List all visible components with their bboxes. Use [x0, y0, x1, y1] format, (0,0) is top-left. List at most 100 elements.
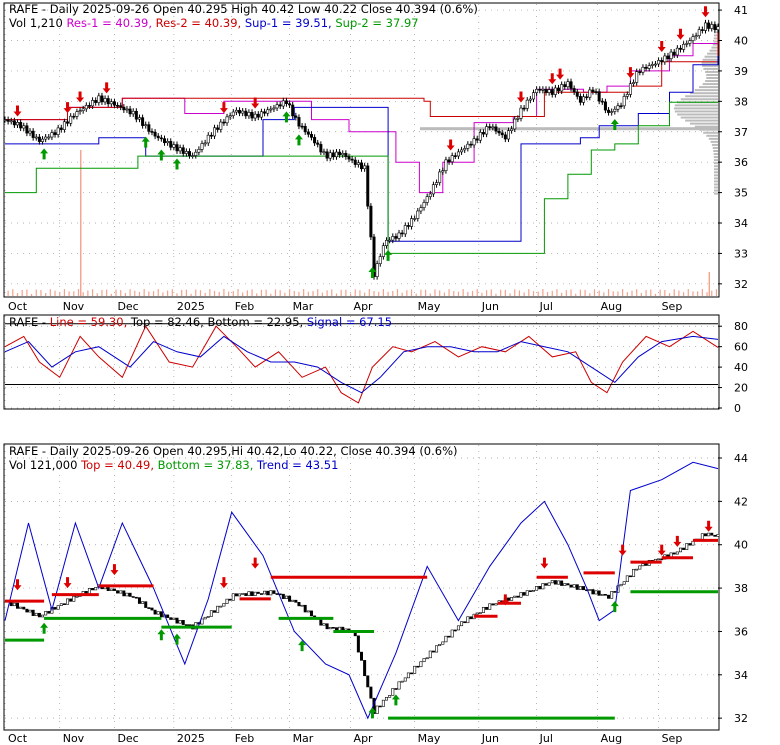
volume-bar — [598, 290, 600, 296]
volume-bar — [387, 291, 389, 296]
candle-body — [181, 620, 185, 625]
month-label: Jul — [539, 732, 553, 745]
candle-body — [678, 47, 682, 50]
candle-body — [675, 47, 679, 56]
profile-bar — [702, 83, 718, 86]
arrow-down-icon — [446, 139, 455, 151]
candle-body — [582, 96, 586, 103]
candle-body — [488, 603, 492, 610]
volume-bar — [523, 292, 525, 296]
candle-body — [363, 660, 367, 677]
candle-body — [647, 65, 651, 69]
volume-bar — [68, 291, 70, 296]
oscillator-axis-ticks: 80 60 40 20 0 — [718, 320, 748, 415]
candle-body — [707, 532, 711, 537]
volume-bar — [293, 290, 295, 296]
candle-body — [25, 608, 29, 613]
price-panel-frame — [3, 2, 720, 298]
candle-body — [22, 606, 26, 610]
price-panel-month-labels: Oct Nov Dec 2025 Feb Mar Apr May Jun Jul Aug Sep — [8, 300, 682, 313]
profile-bar — [702, 58, 718, 61]
volume-bar — [270, 293, 272, 296]
candle-body — [600, 100, 604, 103]
candle-body — [522, 592, 526, 596]
profile-bar — [713, 156, 718, 159]
candle-body — [644, 66, 648, 69]
tick-label: 40 — [734, 361, 748, 374]
candle-body — [44, 136, 48, 140]
volume-bar — [645, 290, 647, 296]
candle-body — [122, 590, 126, 597]
candle-body — [369, 686, 373, 699]
candle-body — [394, 688, 398, 690]
candle-body — [59, 127, 63, 130]
candle-body — [309, 610, 313, 617]
candle-body — [56, 605, 60, 610]
month-label: Apr — [354, 300, 374, 313]
candle-body — [231, 593, 235, 601]
candle-body — [353, 159, 357, 165]
profile-bar — [689, 92, 718, 95]
candle-body — [710, 532, 714, 536]
candle-body — [578, 586, 582, 590]
candle-body — [184, 624, 188, 626]
candle-body — [707, 22, 711, 29]
candle-body — [250, 591, 254, 596]
volume-bar — [82, 292, 84, 296]
volume-bar — [415, 293, 417, 296]
arrow-up-icon — [40, 148, 49, 160]
arrow-down-icon — [701, 6, 710, 18]
tick-label: 60 — [734, 341, 748, 354]
volume-bar — [190, 293, 192, 296]
candle-body — [366, 165, 370, 207]
arrow-up-icon — [157, 629, 166, 641]
candle-body — [319, 144, 323, 153]
candle-body — [228, 598, 232, 601]
volume-bar — [631, 290, 633, 296]
candle-body — [172, 144, 176, 148]
candle-body — [688, 543, 692, 546]
volume-bar — [256, 293, 258, 296]
candle-body — [150, 131, 154, 133]
volume-bar — [626, 292, 628, 296]
profile-bar — [713, 37, 718, 40]
volume-bar — [331, 289, 333, 296]
profile-bar — [699, 86, 718, 89]
month-label: Mar — [293, 732, 314, 745]
candle-body — [469, 143, 473, 146]
volume-bar — [556, 289, 558, 296]
legend-part: Top = 40.49, — [80, 458, 158, 472]
volume-bar — [242, 292, 244, 296]
candle-body — [541, 88, 545, 91]
volume-bar — [321, 292, 324, 296]
month-label: Mar — [293, 300, 314, 313]
candle-body — [131, 110, 135, 115]
candle-body — [178, 147, 182, 152]
volume-bar — [612, 291, 614, 296]
candle-body — [391, 688, 395, 696]
profile-bar — [714, 192, 718, 195]
candle-body — [635, 71, 639, 83]
arrow-up-icon — [40, 622, 49, 634]
volume-bar — [73, 291, 75, 296]
month-label: Dec — [117, 732, 138, 745]
volume-bar — [303, 289, 305, 296]
candle-body — [413, 665, 417, 674]
candle-body — [466, 143, 470, 149]
price-panel-legend-line1: RAFE - Daily 2025-09-26 Open 40.295 High… — [9, 2, 478, 16]
candle-body — [272, 107, 276, 110]
tick-label: 38 — [734, 95, 748, 108]
candle-body — [613, 591, 617, 593]
candle-body — [175, 617, 179, 624]
trend-panel-month-labels: Oct Nov Dec 2025 Feb Mar Apr May Jun Jul Aug Sep — [8, 732, 682, 745]
candle-body — [144, 124, 148, 126]
line-sup-1 — [5, 55, 719, 242]
candle-body — [419, 661, 423, 668]
line-signal — [4, 335, 719, 394]
volume-bar — [115, 289, 117, 296]
candle-body — [250, 112, 254, 119]
candle-body — [166, 614, 170, 618]
volume-bar — [87, 290, 89, 296]
profile-bar — [706, 73, 718, 76]
candle-body — [19, 122, 23, 129]
